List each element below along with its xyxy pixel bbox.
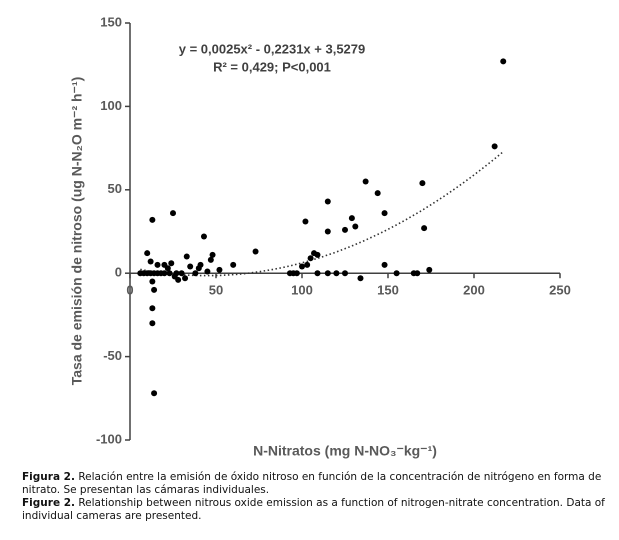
point bbox=[197, 261, 204, 268]
point bbox=[324, 228, 331, 235]
point bbox=[302, 218, 309, 225]
point bbox=[293, 270, 300, 277]
point bbox=[168, 260, 175, 267]
r2-text: R² = 0,429; P<0,001 bbox=[213, 59, 331, 74]
x-axis-title: N-Nitratos (mg N-NO₃⁻kg⁻¹) bbox=[253, 443, 437, 459]
point bbox=[230, 261, 237, 268]
point bbox=[151, 390, 158, 397]
x-tick-label: 200 bbox=[463, 283, 485, 298]
point bbox=[333, 270, 340, 277]
point bbox=[314, 251, 321, 258]
x-tick-label: 100 bbox=[291, 283, 313, 298]
point bbox=[381, 210, 388, 217]
point bbox=[299, 263, 305, 270]
point bbox=[149, 278, 156, 285]
point bbox=[342, 270, 348, 277]
y-tick-label: 0 bbox=[115, 265, 122, 280]
trendline bbox=[140, 151, 504, 277]
point bbox=[314, 270, 321, 277]
caption-label: Figure 2. bbox=[22, 497, 76, 509]
equation: y = 0,0025x² - 0,2231x + 3,5279 bbox=[179, 41, 366, 56]
x-tick-label: 250 bbox=[549, 283, 571, 298]
point bbox=[421, 225, 428, 232]
y-tick-label: 100 bbox=[100, 98, 122, 113]
point bbox=[164, 265, 171, 272]
caption-en: Figure 2. Relationship between nitrous o… bbox=[22, 497, 617, 523]
point bbox=[192, 270, 199, 277]
caption-text: Relationship between nitrous oxide emiss… bbox=[22, 497, 605, 522]
point bbox=[362, 178, 369, 185]
point bbox=[151, 286, 158, 293]
point bbox=[324, 198, 331, 205]
y-tick-label: -100 bbox=[96, 431, 122, 446]
x-tick-label: 150 bbox=[377, 283, 399, 298]
point bbox=[304, 261, 311, 268]
x-tick-label: 0 bbox=[126, 283, 133, 298]
point bbox=[144, 250, 151, 257]
caption: Figura 2. Relación entre la emisión de ó… bbox=[22, 471, 617, 523]
point bbox=[149, 320, 156, 327]
point bbox=[147, 258, 154, 265]
caption-text: Relación entre la emisión de óxido nitro… bbox=[22, 471, 602, 496]
y-tick-label: 50 bbox=[108, 181, 122, 196]
y-tick-label: 150 bbox=[100, 14, 122, 29]
point bbox=[166, 270, 173, 277]
point bbox=[173, 270, 180, 277]
chart: y = 0,0025x² - 0,2231x + 3,5279 R² = 0,4… bbox=[69, 14, 571, 459]
point bbox=[200, 233, 207, 240]
point bbox=[414, 270, 421, 277]
point bbox=[187, 263, 194, 270]
point bbox=[182, 275, 189, 282]
point bbox=[207, 256, 214, 263]
point bbox=[161, 270, 168, 277]
point bbox=[175, 276, 182, 283]
point bbox=[149, 305, 156, 312]
point bbox=[170, 210, 176, 217]
point bbox=[348, 215, 355, 222]
point bbox=[500, 58, 507, 65]
point bbox=[352, 223, 359, 230]
point bbox=[154, 261, 161, 268]
point bbox=[183, 253, 190, 260]
x-tick-label: 50 bbox=[209, 283, 223, 298]
caption-label: Figura 2. bbox=[22, 471, 75, 483]
point bbox=[178, 270, 185, 277]
point bbox=[324, 270, 331, 277]
point bbox=[342, 226, 348, 233]
point bbox=[381, 261, 388, 268]
point bbox=[252, 248, 259, 255]
point bbox=[209, 251, 216, 258]
point bbox=[374, 190, 381, 197]
y-tick-label: -50 bbox=[103, 348, 122, 363]
caption-es: Figura 2. Relación entre la emisión de ó… bbox=[22, 471, 617, 497]
point bbox=[357, 275, 364, 282]
point bbox=[149, 216, 156, 223]
point bbox=[393, 270, 400, 277]
point bbox=[419, 180, 426, 187]
point bbox=[216, 266, 223, 273]
point bbox=[204, 268, 211, 275]
y-axis-title: Tasa de emisión de nitroso (ug N-N₂O m⁻²… bbox=[69, 77, 85, 386]
point bbox=[307, 255, 314, 262]
point bbox=[491, 143, 498, 150]
point bbox=[426, 266, 433, 273]
